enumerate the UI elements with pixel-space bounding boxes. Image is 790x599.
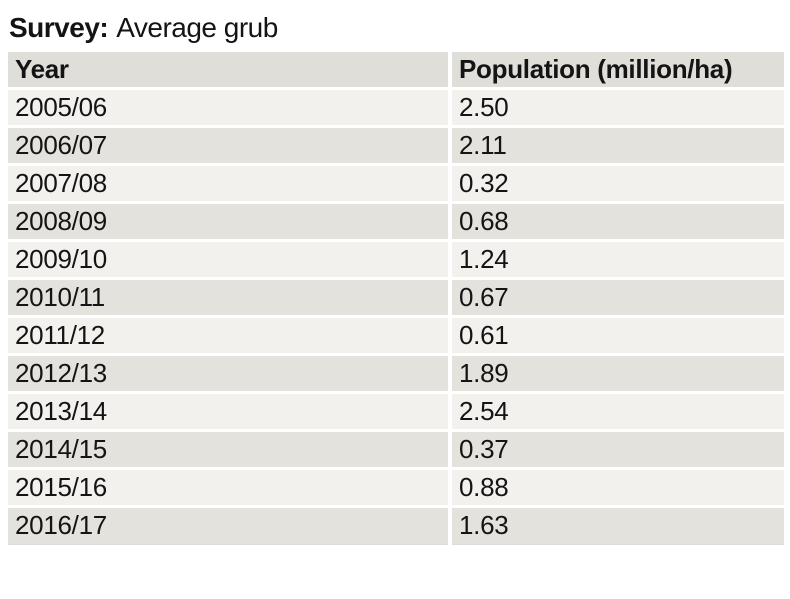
year-cell: 2014/15 <box>8 430 452 470</box>
table-row: 2013/14 2.54 <box>8 392 784 432</box>
table-row: 2005/06 2.50 <box>8 88 784 128</box>
year-cell: 2009/10 <box>8 240 452 280</box>
table-row: 2008/09 0.68 <box>8 202 784 242</box>
year-cell: 2011/12 <box>8 316 452 356</box>
population-cell: 0.67 <box>450 278 784 318</box>
population-cell: 2.50 <box>450 88 784 128</box>
year-cell: 2006/07 <box>8 126 452 166</box>
year-column-header: Year <box>8 52 452 90</box>
table-row: 2010/11 0.67 <box>8 278 784 318</box>
table-row: 2006/07 2.11 <box>8 126 784 166</box>
year-cell: 2013/14 <box>8 392 452 432</box>
year-cell: 2008/09 <box>8 202 452 242</box>
population-cell: 1.89 <box>450 354 784 394</box>
table-row: 2007/08 0.32 <box>8 164 784 204</box>
year-cell: 2010/11 <box>8 278 452 318</box>
title-prefix: Survey: <box>9 12 109 43</box>
year-cell: 2005/06 <box>8 88 452 128</box>
survey-table: Year Population (million/ha) 2005/06 2.5… <box>8 52 784 545</box>
population-cell: 0.68 <box>450 202 784 242</box>
year-cell: 2012/13 <box>8 354 452 394</box>
population-column-header: Population (million/ha) <box>450 52 784 90</box>
year-cell: 2016/17 <box>8 506 452 545</box>
table-header-row: Year Population (million/ha) <box>8 52 784 90</box>
population-cell: 2.11 <box>450 126 784 166</box>
page-title: Survey: Average grub <box>0 0 790 52</box>
population-cell: 0.61 <box>450 316 784 356</box>
population-cell: 1.63 <box>450 506 784 545</box>
table-row: 2014/15 0.37 <box>8 430 784 470</box>
population-cell: 0.88 <box>450 468 784 508</box>
table-row: 2012/13 1.89 <box>8 354 784 394</box>
table-row: 2009/10 1.24 <box>8 240 784 280</box>
table-row: 2016/17 1.63 <box>8 506 784 545</box>
table-row: 2011/12 0.61 <box>8 316 784 356</box>
population-cell: 1.24 <box>450 240 784 280</box>
population-cell: 2.54 <box>450 392 784 432</box>
population-cell: 0.32 <box>450 164 784 204</box>
population-cell: 0.37 <box>450 430 784 470</box>
table-row: 2015/16 0.88 <box>8 468 784 508</box>
title-text: Average grub <box>116 12 278 43</box>
year-cell: 2007/08 <box>8 164 452 204</box>
year-cell: 2015/16 <box>8 468 452 508</box>
